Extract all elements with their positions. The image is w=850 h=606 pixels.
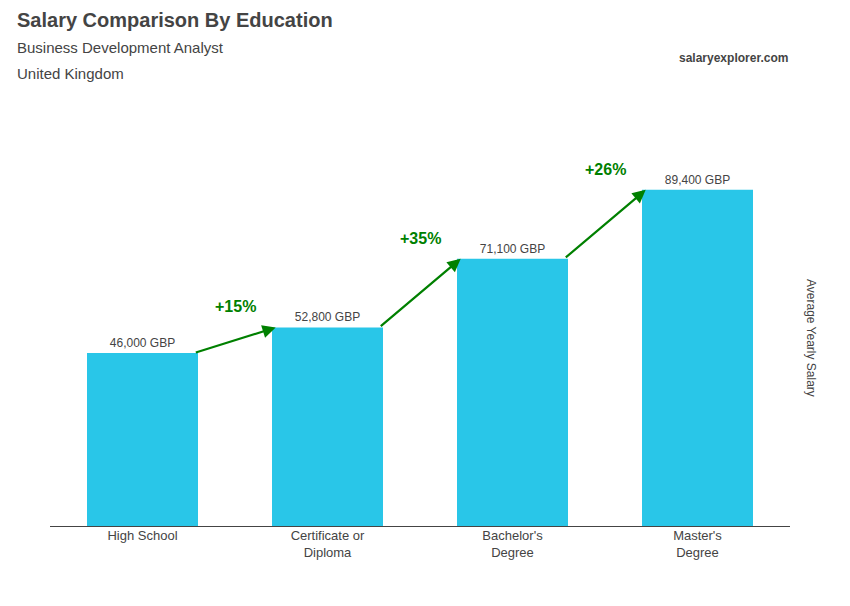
svg-text:Average Yearly Salary: Average Yearly Salary xyxy=(804,279,818,397)
svg-text:71,100 GBP: 71,100 GBP xyxy=(480,242,545,256)
svg-text:salaryexplorer.com: salaryexplorer.com xyxy=(679,51,788,65)
svg-text:High School: High School xyxy=(107,528,177,543)
svg-text:+35%: +35% xyxy=(400,230,441,247)
svg-text:46,000 GBP: 46,000 GBP xyxy=(110,336,175,350)
svg-text:89,400 GBP: 89,400 GBP xyxy=(665,173,730,187)
svg-text:+26%: +26% xyxy=(585,161,626,178)
svg-text:Salary Comparison By Education: Salary Comparison By EducationBusiness D… xyxy=(17,9,333,82)
svg-text:+15%: +15% xyxy=(215,298,256,315)
svg-text:Master'sDegree: Master'sDegree xyxy=(673,528,722,560)
svg-text:Bachelor'sDegree: Bachelor'sDegree xyxy=(482,528,543,560)
svg-text:52,800 GBP: 52,800 GBP xyxy=(295,310,360,324)
svg-text:Certificate orDiploma: Certificate orDiploma xyxy=(291,528,365,560)
